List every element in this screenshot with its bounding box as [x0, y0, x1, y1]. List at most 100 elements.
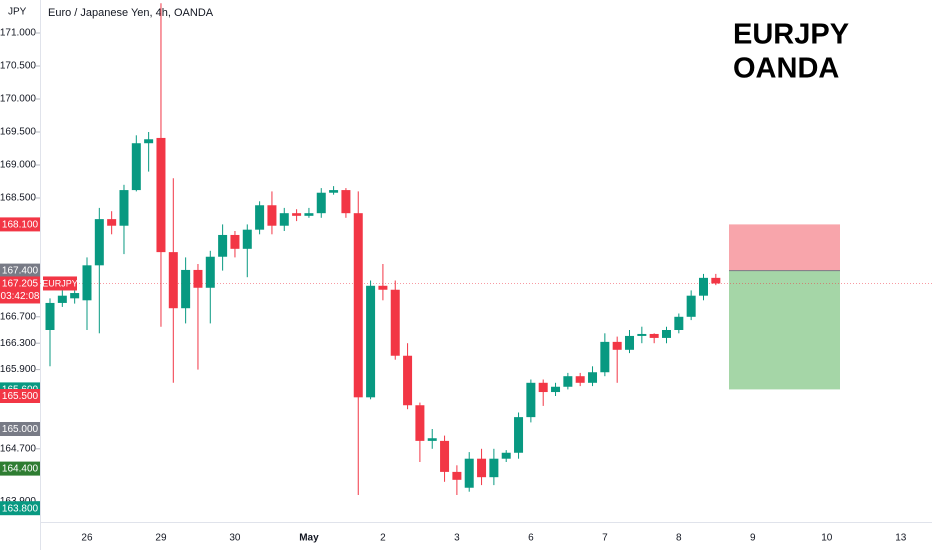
candle-body	[218, 234, 228, 257]
x-tick-label: 10	[821, 533, 833, 544]
candle-body	[366, 285, 376, 398]
candle-body	[255, 205, 265, 230]
watermark: EURJPY	[733, 19, 849, 51]
candle-body	[563, 376, 573, 387]
candle-body	[390, 289, 400, 356]
candle-body	[82, 265, 92, 301]
candle-body	[353, 213, 363, 398]
chart-title: Euro / Japanese Yen, 4h, OANDA	[48, 7, 214, 19]
candle-body	[230, 234, 240, 249]
candle-body	[70, 293, 80, 299]
candle-body	[477, 458, 487, 478]
y-tick-label: 166.700	[0, 311, 36, 322]
candle-body	[588, 372, 598, 383]
candle-body	[526, 382, 536, 418]
candle-body	[452, 471, 462, 480]
x-tick-label: May	[299, 533, 319, 544]
candle-body	[193, 269, 203, 288]
candle-body	[341, 190, 351, 214]
candle-body	[168, 252, 178, 309]
candle-body	[514, 417, 524, 453]
y-tick-label: 169.000	[0, 160, 36, 171]
candle-body	[94, 219, 104, 266]
price-label: 165.000	[2, 424, 39, 435]
price-label: 164.400	[2, 464, 39, 475]
symbol-box	[43, 276, 77, 291]
candle-body	[144, 139, 154, 144]
candle-body	[119, 190, 129, 226]
candle-body	[156, 137, 166, 253]
candle-body	[378, 285, 388, 290]
candle-body	[415, 405, 425, 441]
candle-body	[107, 219, 117, 226]
candle-body	[489, 458, 499, 478]
x-tick-label: 29	[155, 533, 167, 544]
x-tick-label: 13	[895, 533, 907, 544]
price-label: 168.100	[2, 220, 39, 231]
candle-body	[649, 333, 659, 338]
candle-body	[267, 205, 277, 226]
candle-body	[292, 213, 302, 216]
x-tick-label: 30	[229, 533, 241, 544]
x-tick-label: 6	[528, 533, 534, 544]
price-label: 163.800	[2, 503, 39, 514]
x-tick-label: 3	[454, 533, 460, 544]
watermark: OANDA	[733, 53, 839, 85]
candle-body	[625, 335, 635, 350]
candle-body	[242, 229, 252, 249]
price-label: 165.500	[2, 391, 39, 402]
price-label-box	[0, 389, 40, 403]
candle-body	[279, 213, 289, 226]
candle-body	[181, 269, 191, 309]
y-tick-label: 170.500	[0, 61, 36, 72]
candle-body	[45, 302, 55, 330]
x-tick-label: 7	[602, 533, 608, 544]
countdown: 03:42:08	[1, 291, 40, 302]
candle-body	[464, 458, 474, 488]
price-label-box	[0, 422, 40, 436]
candle-body	[637, 333, 647, 336]
candle-body	[600, 341, 610, 373]
x-tick-label: 26	[81, 533, 93, 544]
candle-body	[674, 316, 684, 330]
x-tick-label: 8	[676, 533, 682, 544]
candle-body	[501, 452, 511, 459]
y-tick-label: 165.900	[0, 364, 36, 375]
candle-body	[698, 277, 708, 296]
axis-unit: JPY	[8, 7, 27, 18]
y-tick-label: 171.000	[0, 28, 36, 39]
candle-body	[329, 190, 339, 193]
price-label-box	[0, 501, 40, 516]
y-tick-label: 169.500	[0, 127, 36, 138]
symbol-label: EURJPY	[42, 278, 78, 288]
y-tick-label: 170.000	[0, 94, 36, 105]
x-tick-label: 2	[380, 533, 386, 544]
candle-body	[403, 355, 413, 406]
candle-body	[538, 382, 548, 393]
price-label-box	[0, 217, 40, 232]
candle-body	[686, 295, 696, 317]
price-label: 167.400	[2, 266, 39, 277]
target-zone	[729, 270, 840, 390]
candle-body	[427, 438, 437, 441]
stop-zone	[729, 224, 840, 271]
y-tick-label: 168.500	[0, 193, 36, 204]
last-price-label: 167.205	[2, 279, 39, 290]
y-tick-label: 164.700	[0, 443, 36, 454]
candle-body	[440, 440, 450, 472]
candle-body	[304, 213, 314, 216]
last-price-box	[0, 276, 40, 304]
price-label-box	[0, 263, 40, 278]
candle-body	[205, 256, 215, 288]
price-label-box	[0, 461, 40, 476]
candle-body	[575, 376, 585, 383]
candle-body	[316, 192, 326, 214]
candle-body	[57, 295, 67, 303]
x-tick-label: 9	[750, 533, 756, 544]
candle-body	[551, 386, 561, 393]
candle-body	[662, 330, 671, 338]
candle-body	[612, 341, 622, 350]
candle-body	[711, 277, 721, 284]
